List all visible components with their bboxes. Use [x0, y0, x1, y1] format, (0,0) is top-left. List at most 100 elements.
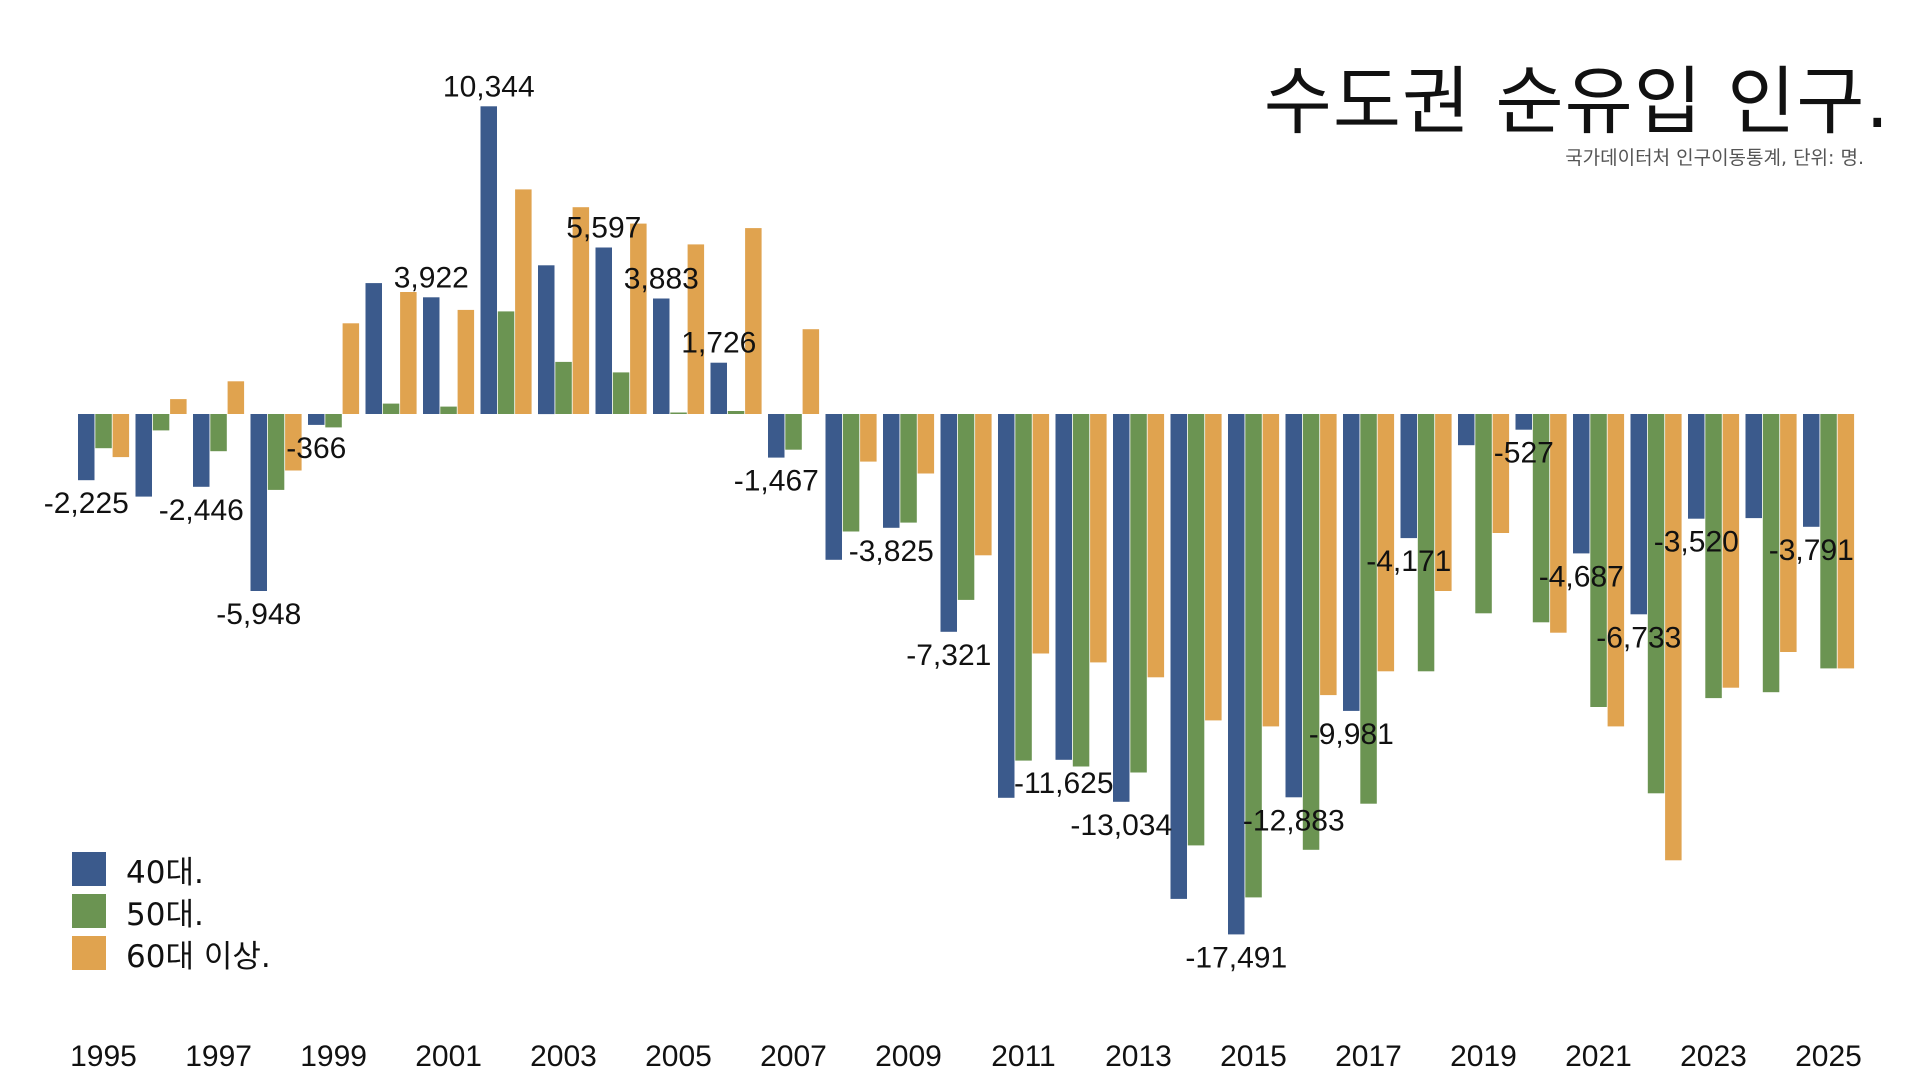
bar-2020-series-2: [1550, 414, 1567, 633]
x-tick-label-2023: 2023: [1680, 1040, 1747, 1073]
x-tick-label-2003: 2003: [530, 1040, 597, 1073]
bar-1998-series-1: [267, 414, 285, 490]
legend-swatch-40s: [72, 852, 106, 886]
bar-2015-series-0: [1228, 414, 1245, 935]
data-label-2006: 1,726: [681, 327, 756, 360]
x-tick-label-2013: 2013: [1105, 1040, 1172, 1073]
bar-2017-series-2: [1377, 414, 1395, 672]
bar-2020-series-1: [1532, 414, 1550, 623]
x-tick-label-2001: 2001: [415, 1040, 482, 1073]
x-tick-label-2005: 2005: [645, 1040, 712, 1073]
bars-layer: [78, 106, 1855, 935]
bar-2005-series-1: [670, 412, 687, 414]
bar-2017-series-1: [1360, 414, 1377, 804]
data-labels-layer: -2,225 -2,446 -5,948 -366 3,922 10,344 5,597 3,…: [44, 70, 1854, 974]
bar-2017-series-0: [1343, 414, 1360, 711]
bar-2007-series-2: [802, 329, 820, 414]
data-label-2010: -7,321: [906, 639, 991, 672]
bar-2024-series-1: [1762, 414, 1780, 693]
x-tick-label-1995: 1995: [70, 1040, 137, 1073]
bar-2023-series-2: [1722, 414, 1740, 688]
bar-2004-series-2: [630, 223, 647, 414]
bar-1995-series-2: [112, 414, 130, 458]
legend-swatch-50s: [72, 894, 106, 928]
data-label-2017: -9,981: [1309, 718, 1394, 751]
data-label-2012: -11,625: [1014, 767, 1114, 800]
bar-2023-series-0: [1688, 414, 1705, 519]
chart-title: 수도권 순유입 인구.: [1263, 59, 1890, 145]
bar-2022-series-0: [1630, 414, 1647, 615]
bar-2007-series-0: [768, 414, 785, 458]
bar-1999-series-1: [325, 414, 342, 428]
bar-2009-series-1: [900, 414, 917, 523]
bar-2013-series-1: [1130, 414, 1147, 773]
bar-2021-series-0: [1573, 414, 1590, 554]
bar-1999-series-0: [308, 414, 325, 425]
x-axis-ticks: 1995 1997 1999 2001 2003 2005 2007 2009 2011 2013…: [70, 1040, 1862, 1073]
data-label-2022: -6,733: [1596, 621, 1681, 654]
bar-2008-series-1: [842, 414, 860, 532]
bar-1999-series-2: [342, 323, 360, 414]
bar-2009-series-0: [883, 414, 900, 528]
bar-2010-series-0: [940, 414, 957, 632]
legend-item-60s-plus: 60대 이상.: [72, 932, 271, 975]
bar-2003-series-0: [538, 265, 555, 415]
bar-2008-series-0: [825, 414, 842, 560]
bar-1995-series-1: [95, 414, 112, 449]
data-label-2013: -13,034: [1070, 809, 1172, 842]
bar-2001-series-2: [457, 309, 475, 414]
bar-2023-series-1: [1705, 414, 1722, 699]
data-label-1999: -366: [286, 432, 346, 465]
bar-1995-series-0: [78, 414, 95, 481]
bar-2004-series-1: [612, 372, 630, 414]
bar-1998-series-2: [285, 414, 302, 471]
data-label-1995: -2,225: [44, 487, 129, 520]
bar-2002-series-0: [480, 106, 497, 415]
bar-2016-series-1: [1302, 414, 1320, 850]
data-label-2009: -3,825: [849, 535, 934, 568]
bar-2021-series-1: [1590, 414, 1607, 707]
bar-2015-series-2: [1262, 414, 1280, 727]
bar-2005-series-0: [653, 298, 670, 414]
bar-2018-series-2: [1435, 414, 1452, 591]
legend-item-50s: 50대.: [72, 890, 271, 933]
bar-2006-series-2: [745, 228, 762, 414]
bar-2002-series-1: [497, 311, 515, 414]
bar-2010-series-1: [957, 414, 975, 600]
bar-2009-series-2: [917, 414, 935, 474]
bar-2025-series-0: [1803, 414, 1820, 527]
x-tick-label-2019: 2019: [1450, 1040, 1517, 1073]
legend-label-60s-plus: 60대 이상.: [126, 938, 271, 975]
data-label-1998: -5,948: [216, 598, 301, 631]
data-label-2018: -4,171: [1366, 545, 1451, 578]
bar-2016-series-2: [1320, 414, 1337, 696]
bar-2003-series-2: [572, 207, 590, 414]
bar-1996-series-0: [135, 414, 152, 497]
bar-2011-series-2: [1032, 414, 1050, 654]
bar-2020-series-0: [1515, 414, 1532, 430]
x-tick-label-2021: 2021: [1565, 1040, 1632, 1073]
x-tick-label-2015: 2015: [1220, 1040, 1287, 1073]
legend: 40대. 50대. 60대 이상.: [72, 848, 271, 975]
bar-2002-series-2: [515, 189, 532, 414]
bar-2012-series-0: [1055, 414, 1072, 760]
data-label-2016: -12,883: [1243, 804, 1345, 837]
bar-2021-series-2: [1607, 414, 1625, 727]
bar-1998-series-0: [250, 414, 267, 591]
data-label-2015: -17,491: [1185, 941, 1287, 974]
bar-2003-series-1: [555, 361, 572, 414]
bar-2000-series-0: [365, 283, 382, 414]
bar-2024-series-2: [1780, 414, 1797, 652]
x-tick-label-2009: 2009: [875, 1040, 942, 1073]
x-tick-label-2025: 2025: [1795, 1040, 1862, 1073]
bar-2013-series-2: [1147, 414, 1165, 678]
data-label-2007: -1,467: [734, 465, 819, 498]
bar-2012-series-1: [1072, 414, 1090, 767]
data-label-2001: 3,922: [394, 261, 469, 294]
bar-2025-series-1: [1820, 414, 1837, 669]
bar-2011-series-1: [1015, 414, 1032, 761]
legend-label-40s: 40대.: [126, 854, 204, 891]
x-tick-label-2017: 2017: [1335, 1040, 1402, 1073]
data-label-2005: 3,883: [624, 263, 699, 296]
